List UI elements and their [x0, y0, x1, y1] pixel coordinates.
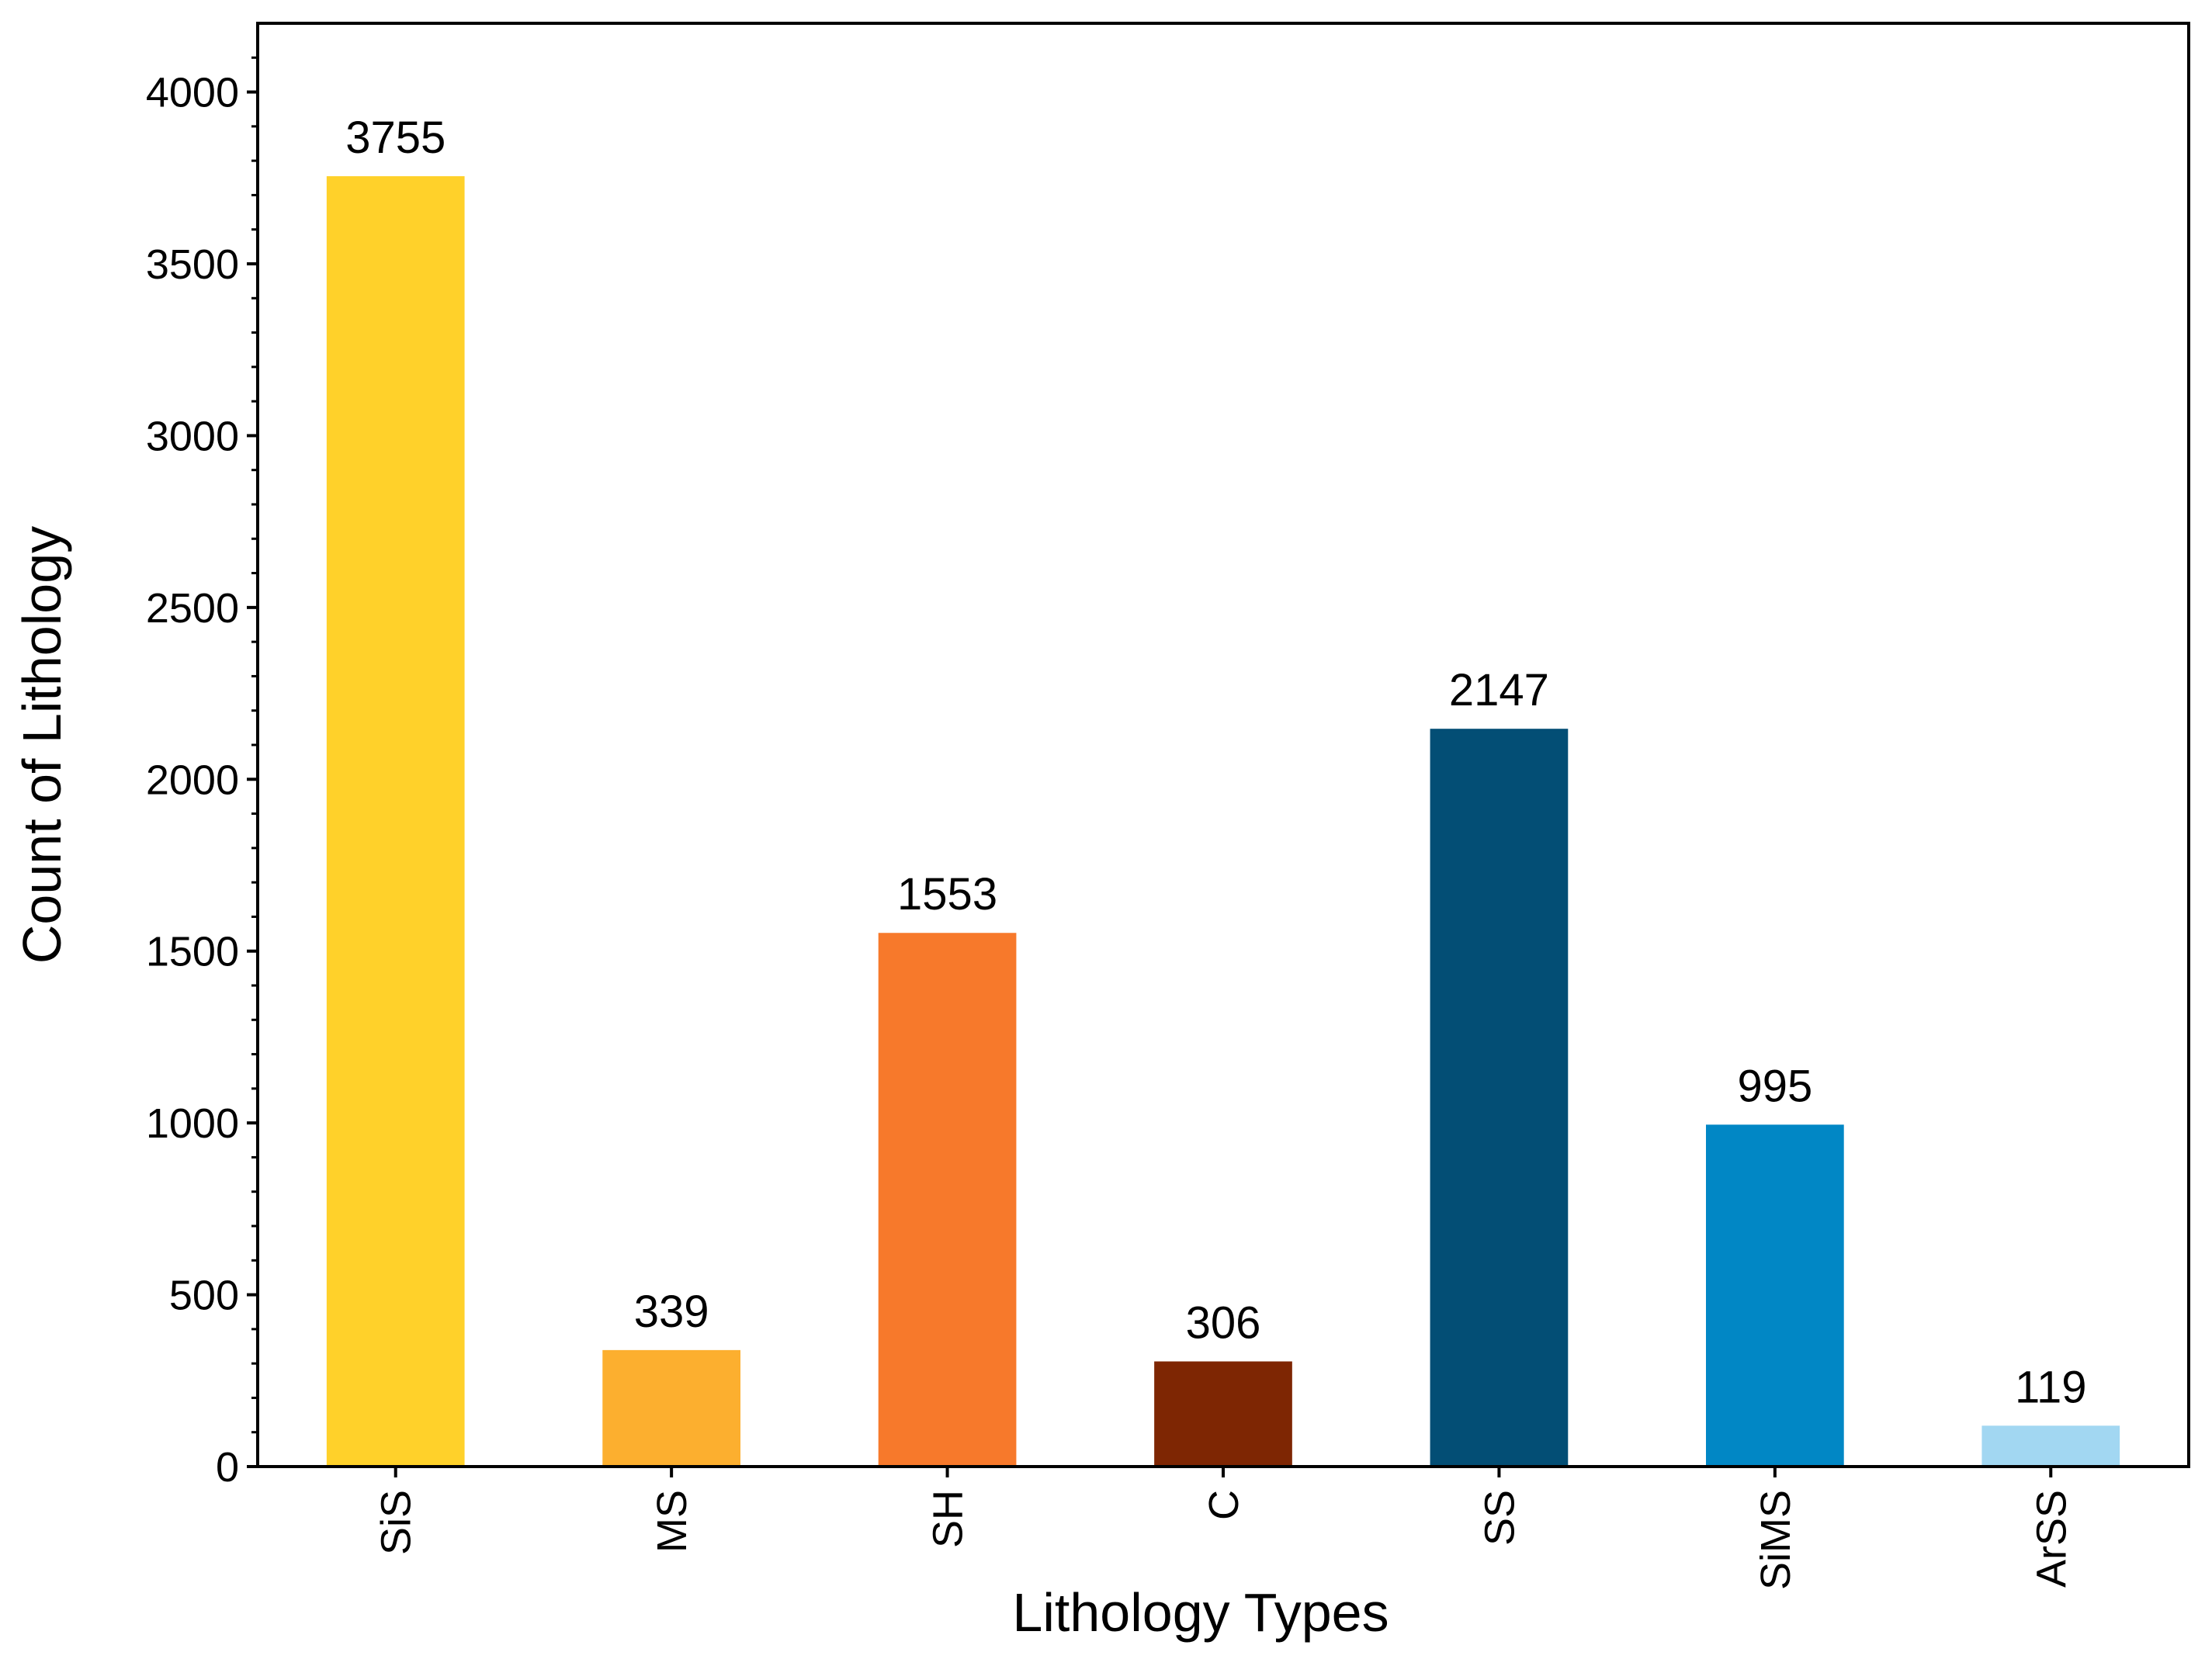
bar-ss	[1430, 729, 1569, 1467]
x-tick-label-sis: SiS	[373, 1490, 420, 1555]
x-axis-ticks: SiS MS SH C SS SiMS ArSS	[373, 1467, 2075, 1590]
y-tick-label: 2000	[146, 757, 239, 803]
x-tick-label-sh: SH	[925, 1490, 972, 1548]
data-label-arss: 119	[2015, 1362, 2086, 1412]
data-label-sims: 995	[1737, 1061, 1812, 1111]
data-label-sh: 1553	[897, 869, 997, 920]
bar-sh	[878, 933, 1017, 1467]
data-label-ss: 2147	[1449, 665, 1549, 715]
data-label-c: 306	[1186, 1297, 1261, 1348]
y-tick-label: 3500	[146, 241, 239, 288]
bar-c	[1154, 1361, 1292, 1467]
bar-sis	[326, 176, 465, 1467]
x-tick-label-ss: SS	[1476, 1490, 1523, 1546]
plot-frame	[256, 22, 2190, 1468]
data-label-sis: 3755	[345, 113, 446, 163]
y-axis-ticks: 0 500 1000 1500 2000 2500 3000 3500 4000	[146, 56, 258, 1491]
x-tick-label-c: C	[1201, 1490, 1247, 1520]
x-axis-title: Lithology Types	[1012, 1582, 1389, 1643]
x-tick-label-arss: ArSS	[2028, 1490, 2075, 1588]
y-tick-label: 3000	[146, 413, 239, 459]
bars-group	[326, 176, 2120, 1467]
y-tick-label: 500	[169, 1273, 239, 1319]
bar-sims	[1706, 1124, 1844, 1467]
data-label-ms: 339	[634, 1287, 709, 1337]
x-tick-label-ms: MS	[649, 1490, 695, 1553]
data-labels-group: 3755 339 1553 306 2147 995 119	[345, 113, 2086, 1412]
y-tick-label: 0	[216, 1444, 239, 1491]
y-tick-label: 1500	[146, 929, 239, 975]
x-tick-label-sims: SiMS	[1753, 1490, 1799, 1590]
y-tick-label: 4000	[146, 70, 239, 116]
y-tick-label: 2500	[146, 585, 239, 632]
bar-ms	[602, 1349, 740, 1467]
y-axis-title: Count of Lithology	[12, 526, 72, 964]
bar-arss	[1981, 1425, 2120, 1467]
y-tick-label: 1000	[146, 1100, 239, 1147]
